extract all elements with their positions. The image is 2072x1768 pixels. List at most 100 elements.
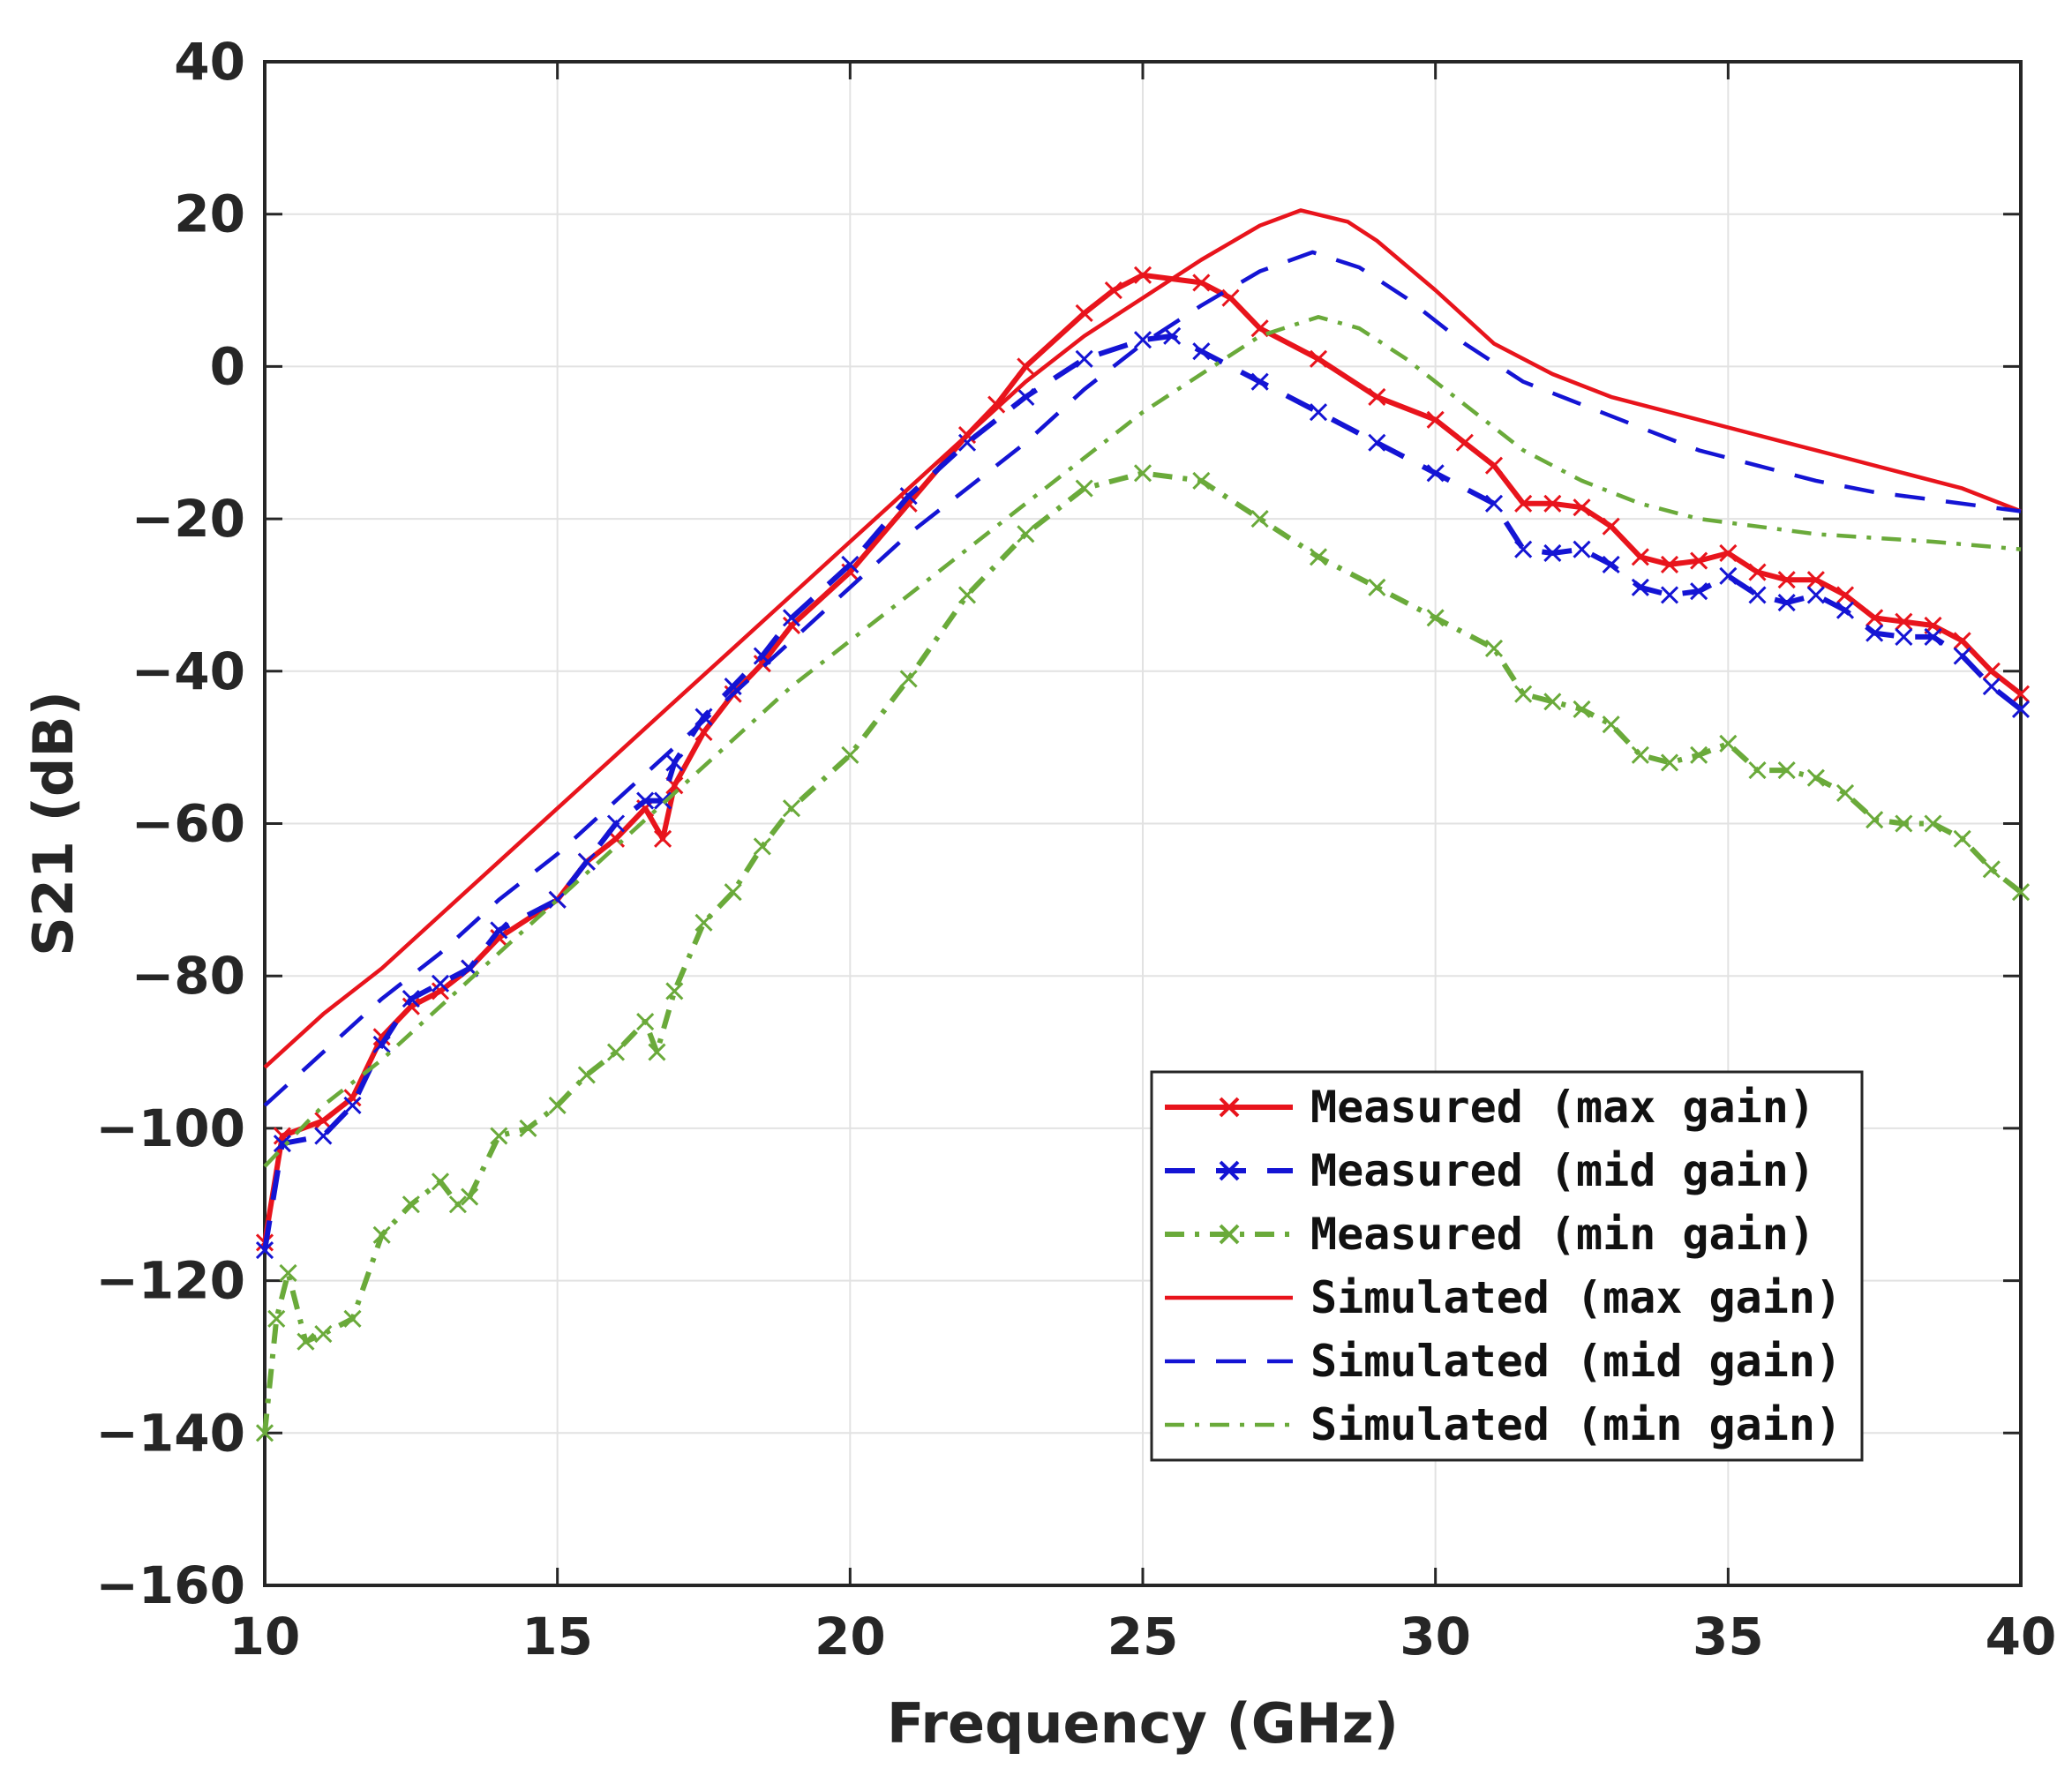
data-point bbox=[1484, 639, 1504, 657]
legend: Measured (max gain) Measured (mid gain) Me… bbox=[1150, 1070, 1864, 1462]
data-point bbox=[654, 829, 672, 848]
data-point bbox=[577, 1066, 596, 1084]
series-line bbox=[263, 208, 2022, 1069]
x-tick-label: 40 bbox=[1986, 1607, 2057, 1667]
data-point bbox=[1953, 829, 1971, 848]
data-point bbox=[431, 982, 450, 1000]
data-point bbox=[343, 1309, 362, 1328]
data-point bbox=[1719, 734, 1738, 753]
data-point bbox=[1250, 510, 1269, 528]
data-point bbox=[431, 974, 450, 993]
data-point bbox=[636, 1012, 655, 1031]
data-point bbox=[1484, 494, 1504, 513]
data-point bbox=[490, 928, 508, 948]
data-point bbox=[1368, 433, 1386, 452]
x-tick-label: 15 bbox=[522, 1607, 593, 1667]
legend-label: Simulated (max gain) bbox=[1310, 1272, 1842, 1323]
data-point bbox=[654, 791, 672, 810]
data-point bbox=[461, 1187, 479, 1206]
x-tick-label: 10 bbox=[229, 1607, 301, 1667]
data-point bbox=[1455, 433, 1474, 452]
data-point bbox=[1017, 525, 1035, 543]
data-point bbox=[1017, 387, 1035, 407]
data-point bbox=[1836, 586, 1855, 604]
data-point bbox=[314, 1112, 333, 1130]
data-point bbox=[606, 814, 626, 833]
data-point bbox=[2011, 883, 2031, 902]
y-tick-label: −20 bbox=[131, 489, 245, 549]
x-tick-label: 35 bbox=[1693, 1607, 1764, 1667]
data-point bbox=[1017, 357, 1035, 376]
data-point bbox=[1426, 464, 1445, 483]
data-point bbox=[1806, 571, 1825, 589]
data-point bbox=[841, 555, 860, 573]
data-point bbox=[2011, 700, 2031, 719]
data-point bbox=[1133, 331, 1152, 349]
data-point bbox=[987, 395, 1006, 414]
data-point bbox=[314, 1127, 333, 1145]
data-point bbox=[1426, 609, 1445, 627]
data-point bbox=[1075, 479, 1093, 498]
data-point bbox=[694, 913, 713, 932]
data-point bbox=[782, 799, 801, 818]
data-point bbox=[1543, 543, 1562, 563]
data-point bbox=[1075, 349, 1093, 368]
data-point bbox=[1924, 814, 1942, 833]
series-2 bbox=[255, 464, 2031, 1442]
data-point bbox=[343, 1096, 362, 1115]
data-point bbox=[1953, 647, 1971, 665]
data-point bbox=[297, 1332, 315, 1351]
y-axis-label: S21 (dB) bbox=[21, 691, 86, 956]
data-point bbox=[402, 997, 420, 1015]
data-point bbox=[1690, 582, 1708, 601]
series-3 bbox=[263, 208, 2022, 1069]
x-tick-label: 30 bbox=[1400, 1607, 1471, 1667]
data-point bbox=[782, 609, 801, 627]
y-tick-label: 40 bbox=[174, 32, 245, 92]
data-point bbox=[1543, 494, 1562, 513]
data-point bbox=[1836, 601, 1855, 619]
data-point bbox=[1309, 403, 1328, 422]
data-point bbox=[753, 837, 771, 856]
series-5 bbox=[263, 315, 2022, 1168]
series-line bbox=[263, 315, 2022, 1168]
data-point bbox=[1631, 578, 1649, 596]
data-point bbox=[1104, 281, 1122, 300]
data-point bbox=[1484, 456, 1504, 475]
legend-marker bbox=[1219, 1097, 1240, 1118]
data-point bbox=[314, 1324, 333, 1344]
data-point bbox=[255, 1424, 274, 1442]
data-point bbox=[1250, 372, 1269, 391]
data-point bbox=[279, 1263, 297, 1283]
series-line bbox=[263, 250, 2022, 1107]
data-point bbox=[1806, 586, 1825, 604]
data-point bbox=[1748, 760, 1767, 780]
legend-item: Measured (mid gain) bbox=[1165, 1145, 1815, 1196]
data-point bbox=[724, 883, 742, 902]
data-point bbox=[490, 921, 508, 940]
data-point bbox=[255, 1240, 274, 1260]
data-point bbox=[1660, 753, 1679, 772]
data-point bbox=[1631, 548, 1649, 566]
legend-label: Measured (mid gain) bbox=[1310, 1145, 1815, 1196]
data-point bbox=[1192, 342, 1211, 361]
y-tick-label: −60 bbox=[131, 794, 245, 854]
y-tick-label: −160 bbox=[95, 1555, 245, 1615]
data-point bbox=[1309, 548, 1328, 566]
legend-item: Measured (min gain) bbox=[1165, 1209, 1815, 1260]
y-tick-label: −120 bbox=[95, 1251, 245, 1311]
data-point bbox=[1368, 387, 1386, 407]
data-point bbox=[1514, 685, 1533, 703]
y-tick-label: −100 bbox=[95, 1098, 245, 1158]
data-point bbox=[548, 890, 567, 909]
data-point bbox=[1133, 266, 1152, 284]
data-point bbox=[1660, 555, 1679, 573]
data-point bbox=[1719, 543, 1738, 563]
legend-marker bbox=[1219, 1224, 1240, 1245]
data-point bbox=[1953, 632, 1971, 650]
data-point bbox=[1133, 464, 1152, 483]
data-point bbox=[1895, 814, 1913, 833]
data-point bbox=[1866, 624, 1884, 642]
